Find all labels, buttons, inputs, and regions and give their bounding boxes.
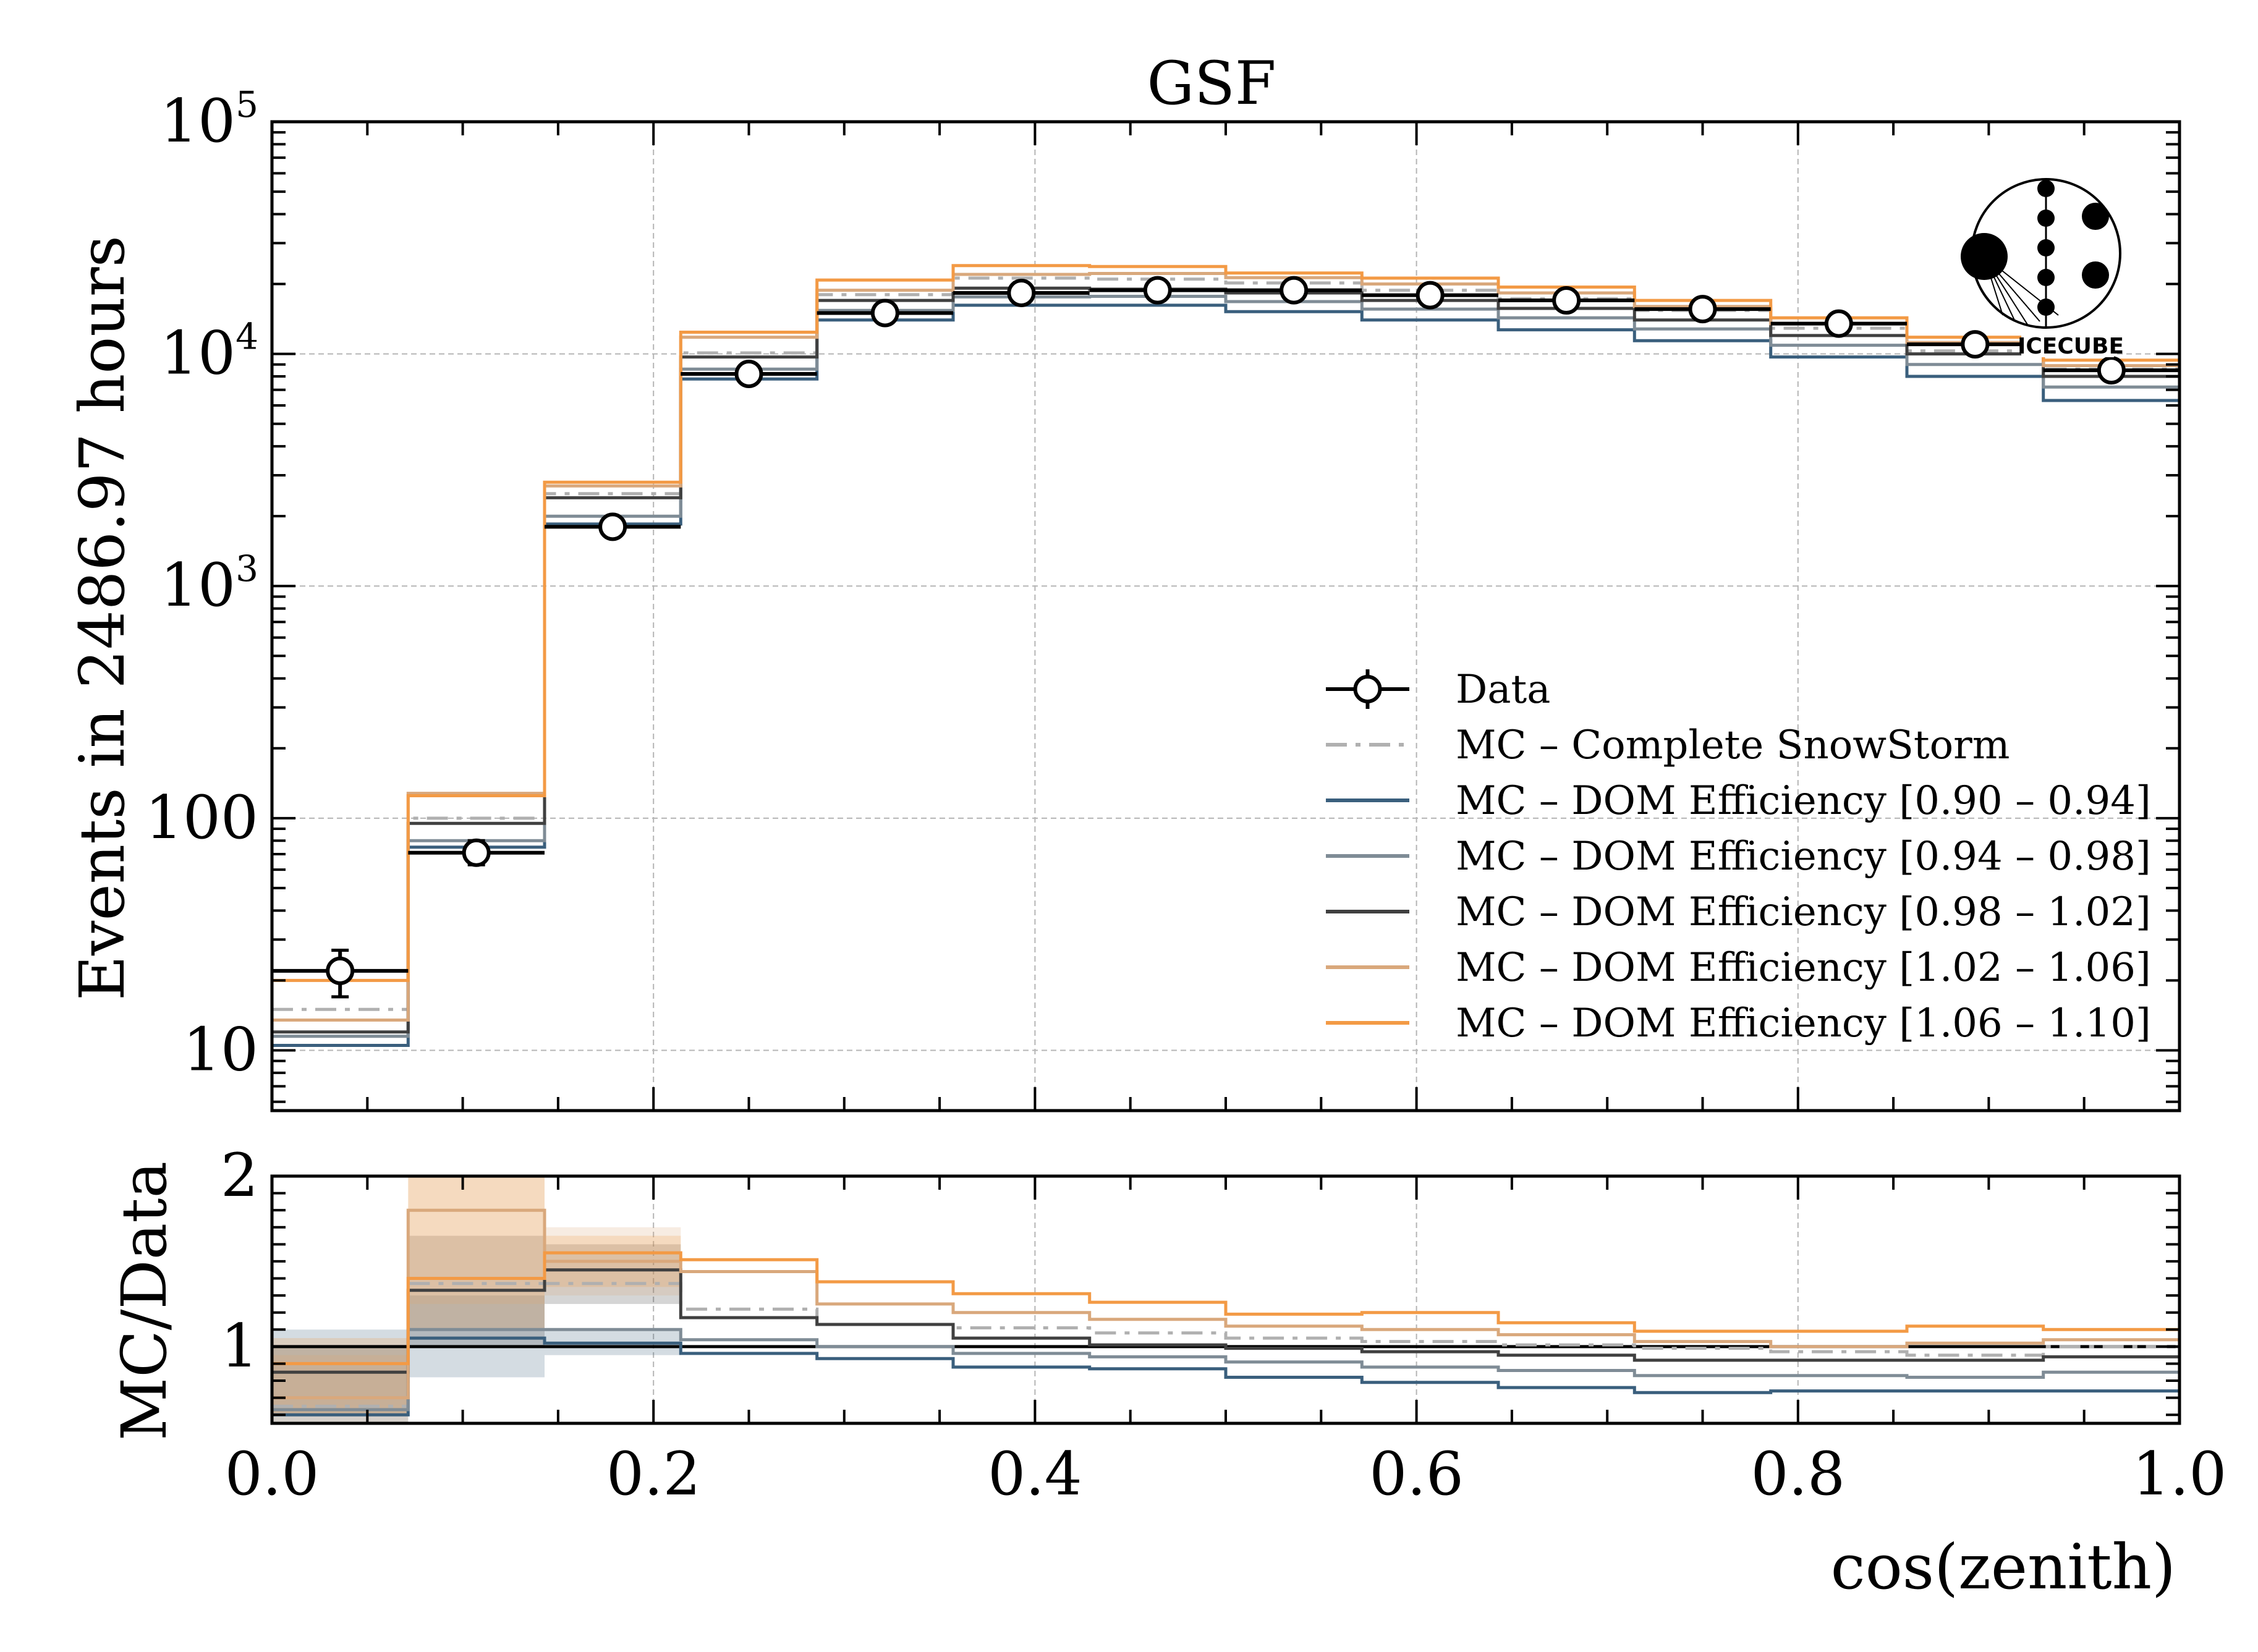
legend-entry: MC – Complete SnowStorm — [1326, 722, 2010, 768]
legend-label: MC – DOM Efficiency [0.94 – 0.98] — [1456, 834, 2151, 879]
data-point — [1961, 330, 1990, 359]
data-point — [462, 838, 491, 867]
y-tick-label: 10 — [183, 1015, 258, 1084]
data-point — [1415, 281, 1445, 310]
ratio-uncertainty-band — [272, 1346, 409, 1415]
legend-entry: MC – DOM Efficiency [0.98 – 1.02] — [1326, 889, 2151, 935]
data-point — [326, 956, 355, 985]
legend-label: MC – DOM Efficiency [0.98 – 1.02] — [1456, 889, 2151, 935]
ratio-bands — [272, 1176, 681, 1423]
main-y-tick-labels: 10 100 103 104 105 — [145, 83, 258, 1084]
main-grid — [272, 122, 2179, 1111]
data-point — [1688, 295, 1717, 324]
x-tick-label: 0.8 — [1751, 1439, 1845, 1509]
ratio-plot-frame — [270, 1174, 2181, 1425]
ratio-uncertainty-band — [272, 1355, 409, 1423]
ratio-series-line — [272, 1268, 2179, 1374]
legend-entry: MC – DOM Efficiency [0.94 – 0.98] — [1326, 834, 2151, 879]
ratio-uncertainty-band — [408, 1176, 545, 1304]
ratio-y-tick-label: 1 — [221, 1311, 258, 1381]
x-axis-label: cos(zenith) — [1831, 1531, 2176, 1603]
ratio-y-tick-labels: 12 — [221, 1141, 258, 1381]
y-tick-label: 104 — [160, 316, 258, 388]
icecube-logo: ICECUBE — [1961, 178, 2124, 359]
y-tick-label: 103 — [160, 548, 258, 620]
x-tick-label: 1.0 — [2133, 1439, 2227, 1509]
data-point — [1552, 286, 1581, 315]
data-point — [1824, 309, 1853, 338]
chart-title: GSF — [1147, 49, 1276, 118]
main-y-axis-label: Events in 2486.97 hours — [66, 235, 138, 1001]
x-tick-label: 0.2 — [606, 1439, 701, 1509]
data-point — [1280, 276, 1309, 305]
y-tick-label: 105 — [160, 83, 258, 156]
ratio-uncertainty-band — [408, 1295, 545, 1378]
mc-series-line — [272, 303, 2179, 1047]
x-tick-label: 0.6 — [1369, 1439, 1464, 1509]
ratio-y-tick-label: 2 — [221, 1141, 258, 1210]
ratio-uncertainty-band — [272, 1338, 409, 1415]
logo-text: ICECUBE — [2018, 334, 2124, 359]
ratio-uncertainty-band — [408, 1176, 545, 1330]
legend-label: MC – DOM Efficiency [0.90 – 0.94] — [1456, 778, 2151, 824]
data-point — [1143, 276, 1172, 305]
legend-label: Data — [1456, 667, 1550, 713]
ratio-series-line — [272, 1208, 2179, 1400]
legend: Data MC – Complete SnowStorm MC – DOM Effi… — [1326, 667, 2151, 1046]
data-point — [598, 512, 627, 541]
legend-label: MC – DOM Efficiency [1.02 – 1.06] — [1456, 945, 2151, 991]
ratio-series-line — [272, 1251, 2179, 1365]
y-tick-label: 100 — [145, 783, 258, 852]
data-point — [2097, 356, 2126, 385]
legend-entry-data: Data — [1326, 667, 1550, 713]
x-tick-label: 0.4 — [988, 1439, 1082, 1509]
ratio-series-line — [272, 1328, 2179, 1412]
data-point — [734, 359, 763, 388]
main-plot-frame — [270, 120, 2181, 1112]
x-tick-label: 0.0 — [225, 1439, 320, 1509]
ratio-series-line — [272, 1336, 2179, 1417]
data-points — [272, 276, 2179, 999]
legend-entry: MC – DOM Efficiency [1.02 – 1.06] — [1326, 945, 2151, 991]
data-point — [1007, 279, 1036, 308]
ratio-y-axis-label: MC/Data — [108, 1161, 180, 1441]
x-tick-labels: 0.0 0.2 0.4 0.6 0.8 1.0 — [225, 1439, 2227, 1509]
legend-entry: MC – DOM Efficiency [0.90 – 0.94] — [1326, 778, 2151, 824]
data-point — [870, 299, 899, 328]
legend-label: MC – DOM Efficiency [1.06 – 1.10] — [1456, 1001, 2151, 1046]
legend-entry: MC – DOM Efficiency [1.06 – 1.10] — [1326, 1001, 2151, 1046]
legend-label: MC – Complete SnowStorm — [1456, 722, 2010, 768]
ratio-series — [272, 1208, 2179, 1417]
